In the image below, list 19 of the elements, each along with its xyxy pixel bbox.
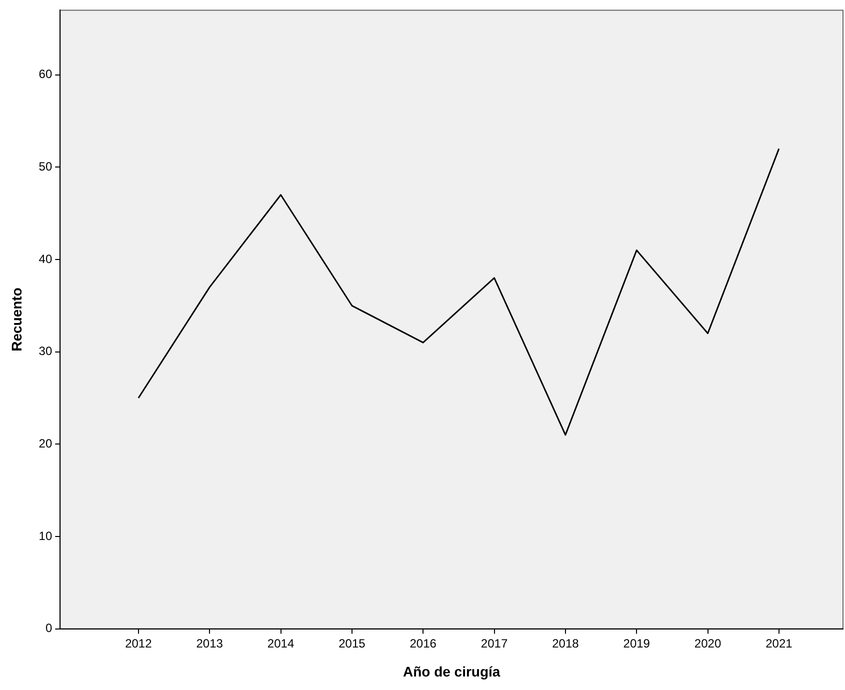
x-axis-title: Año de cirugía (402, 663, 500, 680)
y-tick-label: 60 (38, 67, 52, 82)
x-tick-label: 2021 (766, 636, 793, 650)
y-tick-label: 50 (38, 159, 52, 174)
x-tick-label: 2016 (410, 636, 437, 650)
x-tick-label: 2018 (552, 636, 580, 650)
x-tick-label: 2017 (480, 636, 508, 650)
x-tick-label: 2014 (267, 636, 294, 650)
x-tick-label: 2020 (694, 636, 722, 650)
x-tick-label: 2013 (196, 636, 224, 650)
x-tick-label: 2019 (623, 636, 650, 650)
x-tick-label: 2012 (125, 636, 152, 650)
y-axis-title: Recuento (8, 288, 24, 352)
y-tick-label: 40 (38, 252, 52, 266)
y-tick-label: 0 (45, 621, 52, 636)
y-tick-label: 20 (38, 436, 52, 450)
x-tick-label: 2015 (338, 636, 366, 650)
y-tick-label: 10 (38, 528, 52, 543)
y-tick-label: 30 (38, 344, 52, 358)
